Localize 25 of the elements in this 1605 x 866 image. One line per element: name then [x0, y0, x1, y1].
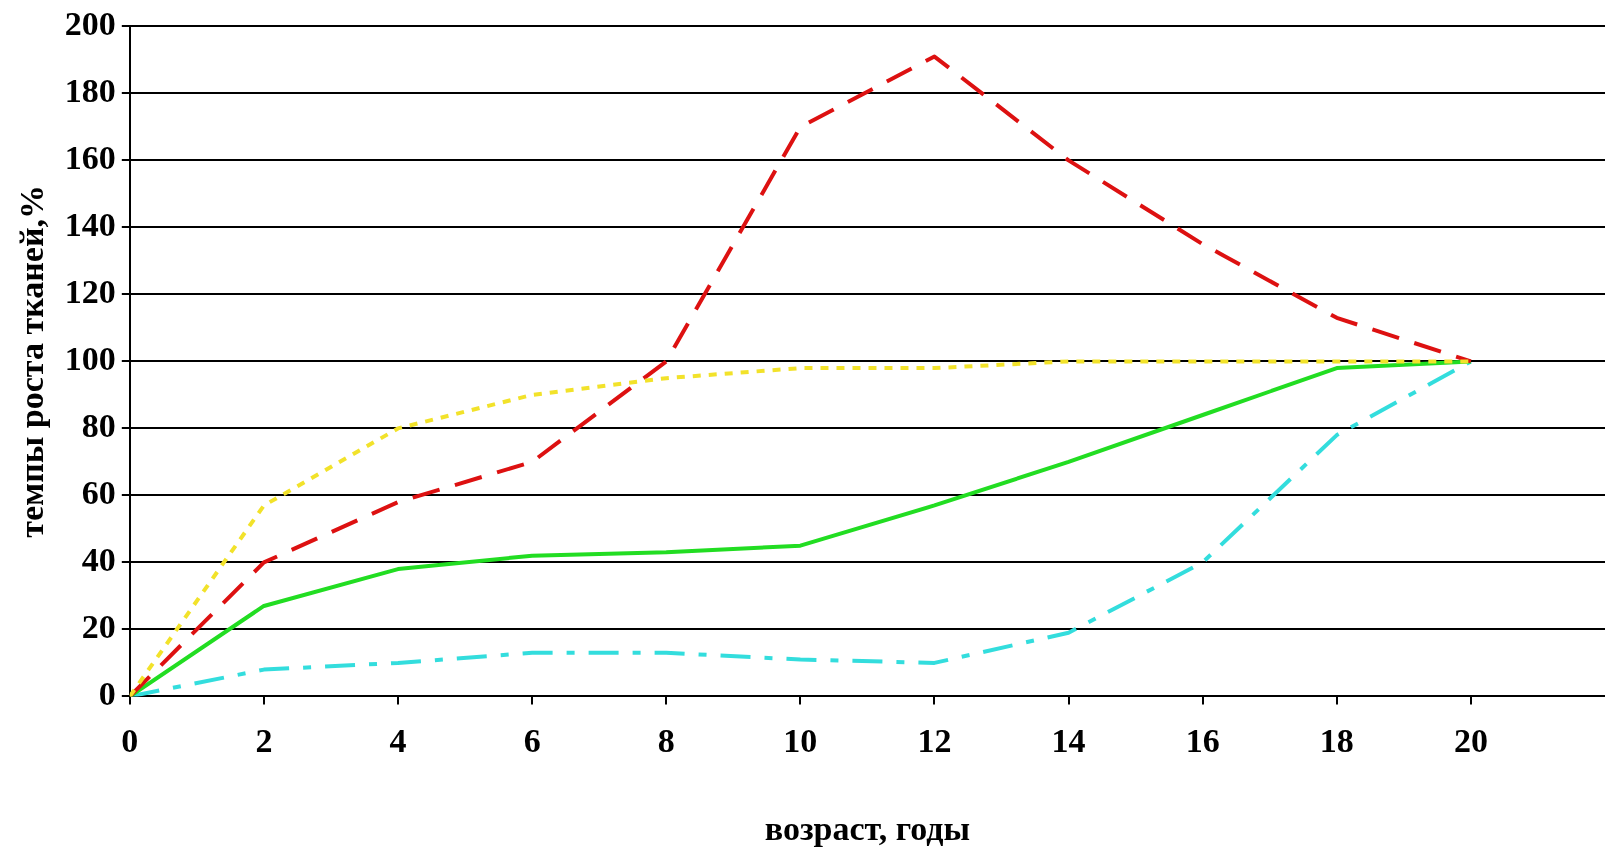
x-tick-label: 14 — [1051, 721, 1086, 759]
y-tick-label: 200 — [64, 5, 116, 43]
x-tick-label: 2 — [255, 721, 273, 759]
x-tick-label: 20 — [1453, 721, 1488, 759]
x-tick-label: 8 — [657, 721, 675, 759]
y-tick-label: 80 — [81, 407, 116, 445]
x-tick-label: 10 — [783, 721, 818, 759]
y-axis-title: темпы роста тканей,% — [13, 185, 51, 538]
x-tick-label: 18 — [1319, 721, 1354, 759]
x-tick-label: 12 — [917, 721, 952, 759]
y-tick-label: 60 — [81, 474, 116, 512]
y-tick-label: 120 — [64, 273, 116, 311]
x-tick-label: 4 — [389, 721, 407, 759]
y-tick-label: 100 — [64, 340, 116, 378]
x-tick-label: 16 — [1185, 721, 1220, 759]
y-tick-label: 140 — [64, 206, 116, 244]
y-tick-label: 180 — [64, 72, 116, 110]
y-tick-label: 160 — [64, 139, 116, 177]
x-tick-label: 0 — [121, 721, 139, 759]
line-series — [129, 359, 1473, 697]
y-tick-label: 40 — [81, 541, 116, 579]
y-tick-label: 20 — [81, 608, 116, 646]
y-tick-label: 0 — [98, 675, 116, 713]
x-tick-label: 6 — [523, 721, 541, 759]
x-axis-title: возраст, годы — [764, 810, 971, 848]
